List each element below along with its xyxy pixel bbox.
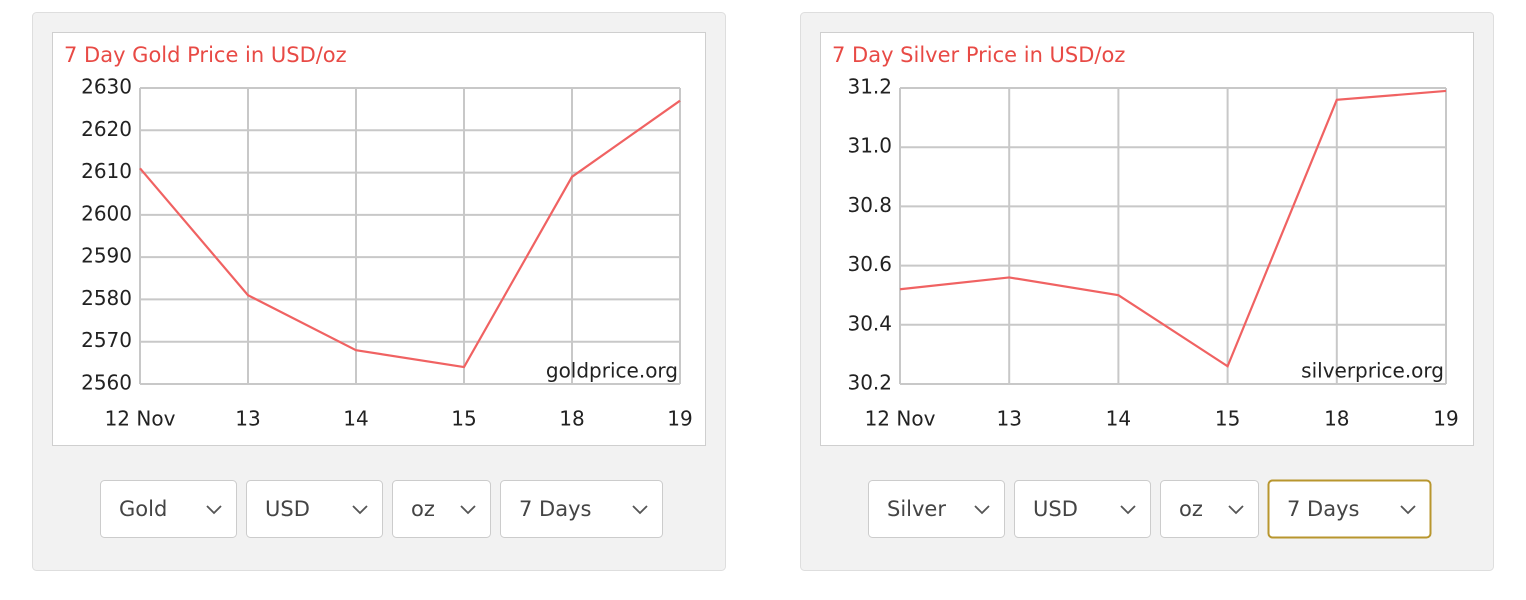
dropdown-label: 7 Days xyxy=(1287,497,1359,521)
y-tick-label: 2570 xyxy=(81,328,132,352)
dropdown[interactable]: USD xyxy=(246,480,383,538)
dropdown-box xyxy=(1160,480,1259,538)
chart-box xyxy=(820,32,1474,446)
dropdown-label: Gold xyxy=(119,497,167,521)
dropdown-label: USD xyxy=(265,497,310,521)
y-tick-label: 2630 xyxy=(81,75,132,99)
dropdown-box xyxy=(868,480,1005,538)
dropdown[interactable]: oz xyxy=(392,480,491,538)
y-tick-label: 2600 xyxy=(81,201,132,225)
dropdown-box xyxy=(1267,479,1432,539)
dropdown[interactable]: 7 Days xyxy=(1267,479,1432,539)
y-tick-label: 30.4 xyxy=(847,311,892,335)
chevron xyxy=(1228,505,1244,515)
dropdown[interactable]: USD xyxy=(1014,480,1151,538)
watermark: goldprice.org xyxy=(546,359,678,383)
x-tick-label: 19 xyxy=(1433,407,1458,431)
dropdown-box xyxy=(246,480,383,538)
dropdown[interactable]: 7 Days xyxy=(500,480,663,538)
x-tick-label: 18 xyxy=(559,407,584,431)
y-tick-label: 30.6 xyxy=(847,252,892,276)
chart-title: 7 Day Gold Price in USD/oz xyxy=(64,43,347,67)
dropdown-label: USD xyxy=(1033,497,1078,521)
x-tick-label: 19 xyxy=(667,407,692,431)
chevron xyxy=(1400,505,1416,515)
y-tick-label: 2610 xyxy=(81,159,132,183)
y-tick-label: 2560 xyxy=(81,371,132,395)
dropdown-box xyxy=(392,480,491,538)
chart-box xyxy=(52,32,706,446)
y-tick-label: 30.2 xyxy=(847,371,892,395)
x-tick-label: 14 xyxy=(1106,407,1131,431)
y-tick-label: 2590 xyxy=(81,244,132,268)
dropdown[interactable]: Gold xyxy=(100,480,237,538)
x-tick-label: 14 xyxy=(343,407,368,431)
y-tick-label: 2620 xyxy=(81,117,132,141)
chevron xyxy=(1120,505,1136,515)
dropdown[interactable]: oz xyxy=(1160,480,1259,538)
dropdown-box xyxy=(1014,480,1151,538)
y-tick-label: 2580 xyxy=(81,286,132,310)
dropdown-label: oz xyxy=(1179,497,1203,521)
x-tick-label: 12 Nov xyxy=(105,407,176,431)
dropdown-label: oz xyxy=(411,497,435,521)
chevron xyxy=(460,505,476,515)
x-tick-label: 12 Nov xyxy=(865,407,936,431)
price-line xyxy=(899,89,1447,368)
x-tick-label: 15 xyxy=(451,407,476,431)
watermark: silverprice.org xyxy=(1301,359,1444,383)
chart-title: 7 Day Silver Price in USD/oz xyxy=(832,43,1125,67)
dropdown-label: 7 Days xyxy=(519,497,591,521)
chevron xyxy=(352,505,368,515)
dropdown[interactable]: Silver xyxy=(868,480,1005,538)
y-tick-label: 30.8 xyxy=(847,193,892,217)
y-tick-label: 31.0 xyxy=(847,134,892,158)
x-tick-label: 13 xyxy=(235,407,260,431)
dropdown-box xyxy=(100,480,237,538)
x-tick-label: 18 xyxy=(1324,407,1349,431)
dropdown-box xyxy=(500,480,663,538)
y-tick-label: 31.2 xyxy=(847,75,892,99)
chevron xyxy=(974,505,990,515)
chevron xyxy=(632,505,648,515)
x-tick-label: 13 xyxy=(996,407,1021,431)
x-tick-label: 15 xyxy=(1215,407,1240,431)
chevron xyxy=(206,505,222,515)
price-line xyxy=(139,99,681,369)
dropdown-label: Silver xyxy=(887,497,946,521)
